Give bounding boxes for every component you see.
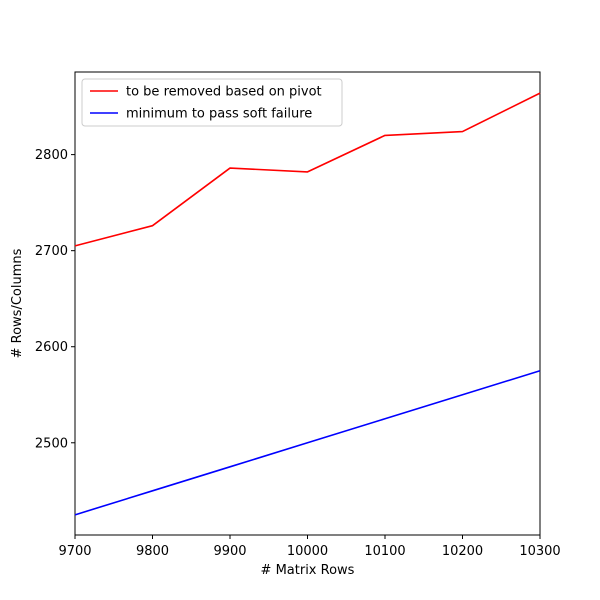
y-axis-label: # Rows/Columns [10,248,25,358]
y-tick-label: 2500 [35,436,68,451]
x-axis-label: # Matrix Rows [261,563,355,578]
legend-label-2: minimum to pass soft failure [126,107,312,122]
series-line-1 [74,92,541,247]
plot-frame [74,71,541,536]
y-tick-label: 2800 [35,148,68,163]
series-line-2 [74,369,541,516]
x-tick-label: 10300 [519,544,560,559]
y-axis: 2500 2600 2700 2800 [35,148,75,451]
plot-area [74,71,541,536]
x-tick-label: 10100 [364,544,405,559]
legend: to be removed based on pivot minimum to p… [81,78,343,127]
series-layer [74,92,541,516]
y-tick-label: 2600 [35,340,68,355]
x-tick-label: 9800 [136,544,169,559]
x-axis: 9700 9800 9900 10000 10100 10200 10300 [58,535,561,559]
x-tick-label: 10000 [287,544,328,559]
y-tick-label: 2700 [35,244,68,259]
legend-box [81,78,343,127]
legend-label-1: to be removed based on pivot [126,85,322,100]
x-tick-label: 10200 [442,544,483,559]
x-tick-label: 9700 [58,544,91,559]
x-tick-label: 9900 [213,544,246,559]
